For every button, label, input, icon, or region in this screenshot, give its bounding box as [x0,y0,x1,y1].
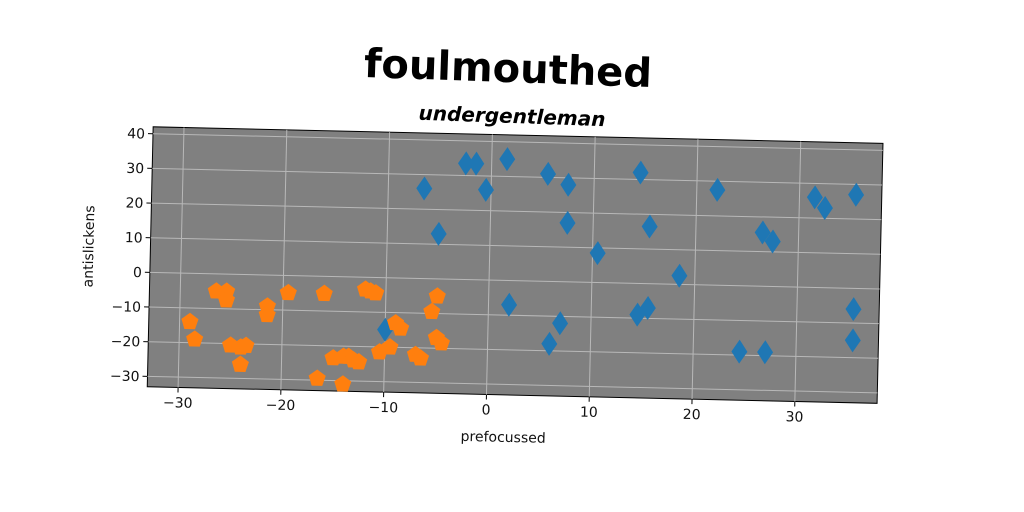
x-tick-label: 20 [683,407,701,423]
pentagon-point [411,349,430,366]
y-gridline [152,133,883,151]
diamond-point [671,263,688,288]
diamond-point [589,241,606,266]
diamond-point [639,295,656,320]
diamond-point [552,311,569,336]
y-tick-label: 20 [125,195,143,211]
diamond-point [559,210,576,235]
y-gridline [150,237,881,255]
x-gridline [177,127,185,388]
x-tick-label: 10 [580,405,598,421]
diamond-point [541,331,558,356]
y-tick-label: 10 [125,230,143,246]
x-axis-label: prefocussed [460,429,545,447]
diamond-point [764,229,781,254]
plot-area: −30 −20 −10 0 10 20 30 −30 −20 −10 0 10 20 30 40 prefo… [80,126,884,447]
x-gridline [485,134,493,395]
x-gridline [691,139,699,400]
diamond-point [416,176,433,201]
pentagon-point [381,338,399,355]
chart-title: foulmouthed [363,41,653,97]
y-gridline [147,375,878,394]
x-tick-label: −30 [163,395,193,412]
ticks: −30 −20 −10 0 10 20 30 −30 −20 −10 0 10 20 30 40 [110,126,804,425]
pentagon-point [279,283,297,301]
pentagon-point [334,375,352,392]
markers [181,147,865,392]
x-gridline [280,129,288,390]
x-gridline [794,141,802,402]
pentagon-point [392,319,410,336]
y-tick-label: 0 [133,265,142,281]
y-gridline [148,341,879,359]
diamond-point [731,339,748,364]
diamond-point [560,172,577,197]
diamond-point [848,182,865,207]
diamond-point [641,214,658,239]
pentagon-point [432,334,450,351]
pentagon-point [315,284,333,302]
plot-background [146,126,884,404]
diamond-point [501,292,518,317]
diamond-point [632,160,649,185]
pentagon-point [186,330,204,347]
diamond-point [844,328,861,353]
grid [147,127,883,402]
pentagon-point [350,353,368,370]
x-tick-label: −20 [266,397,296,414]
y-axis-label: antislickens [80,205,98,287]
pentagon-point [181,312,199,330]
diamond-point [477,177,494,202]
pentagon-point [231,355,249,372]
y-tick-label: 30 [126,161,144,177]
diamond-point [845,297,862,322]
diamond-point [540,161,557,186]
y-tick-label: −30 [110,369,140,386]
y-tick-label: −20 [111,334,141,351]
diamond-point [816,195,833,220]
y-gridline [152,167,883,186]
diamond-point [709,177,726,202]
diamond-point [757,340,774,365]
pentagon-point [428,287,446,304]
pentagon-point [237,336,255,354]
diamond-point [458,151,474,176]
chart-subtitle: undergentleman [418,101,606,132]
x-tick-label: 0 [481,402,490,418]
pentagon-point [217,291,236,308]
x-gridline [588,136,596,397]
pentagon-point [308,369,326,386]
diamond-point [430,221,447,246]
diamond-point [499,147,516,172]
y-tick-label: −10 [111,299,141,316]
x-tick-label: −10 [368,400,398,417]
y-gridline [151,202,882,221]
diamond-point [754,220,771,245]
diamond-point [806,185,823,210]
y-gridline [149,271,880,290]
pentagon-point [367,284,385,301]
pentagon-point [258,305,276,323]
diamond-point [468,151,485,176]
x-tick-label: 30 [785,409,803,425]
pentagon-point [423,302,441,320]
y-tick-label: 40 [127,126,145,142]
